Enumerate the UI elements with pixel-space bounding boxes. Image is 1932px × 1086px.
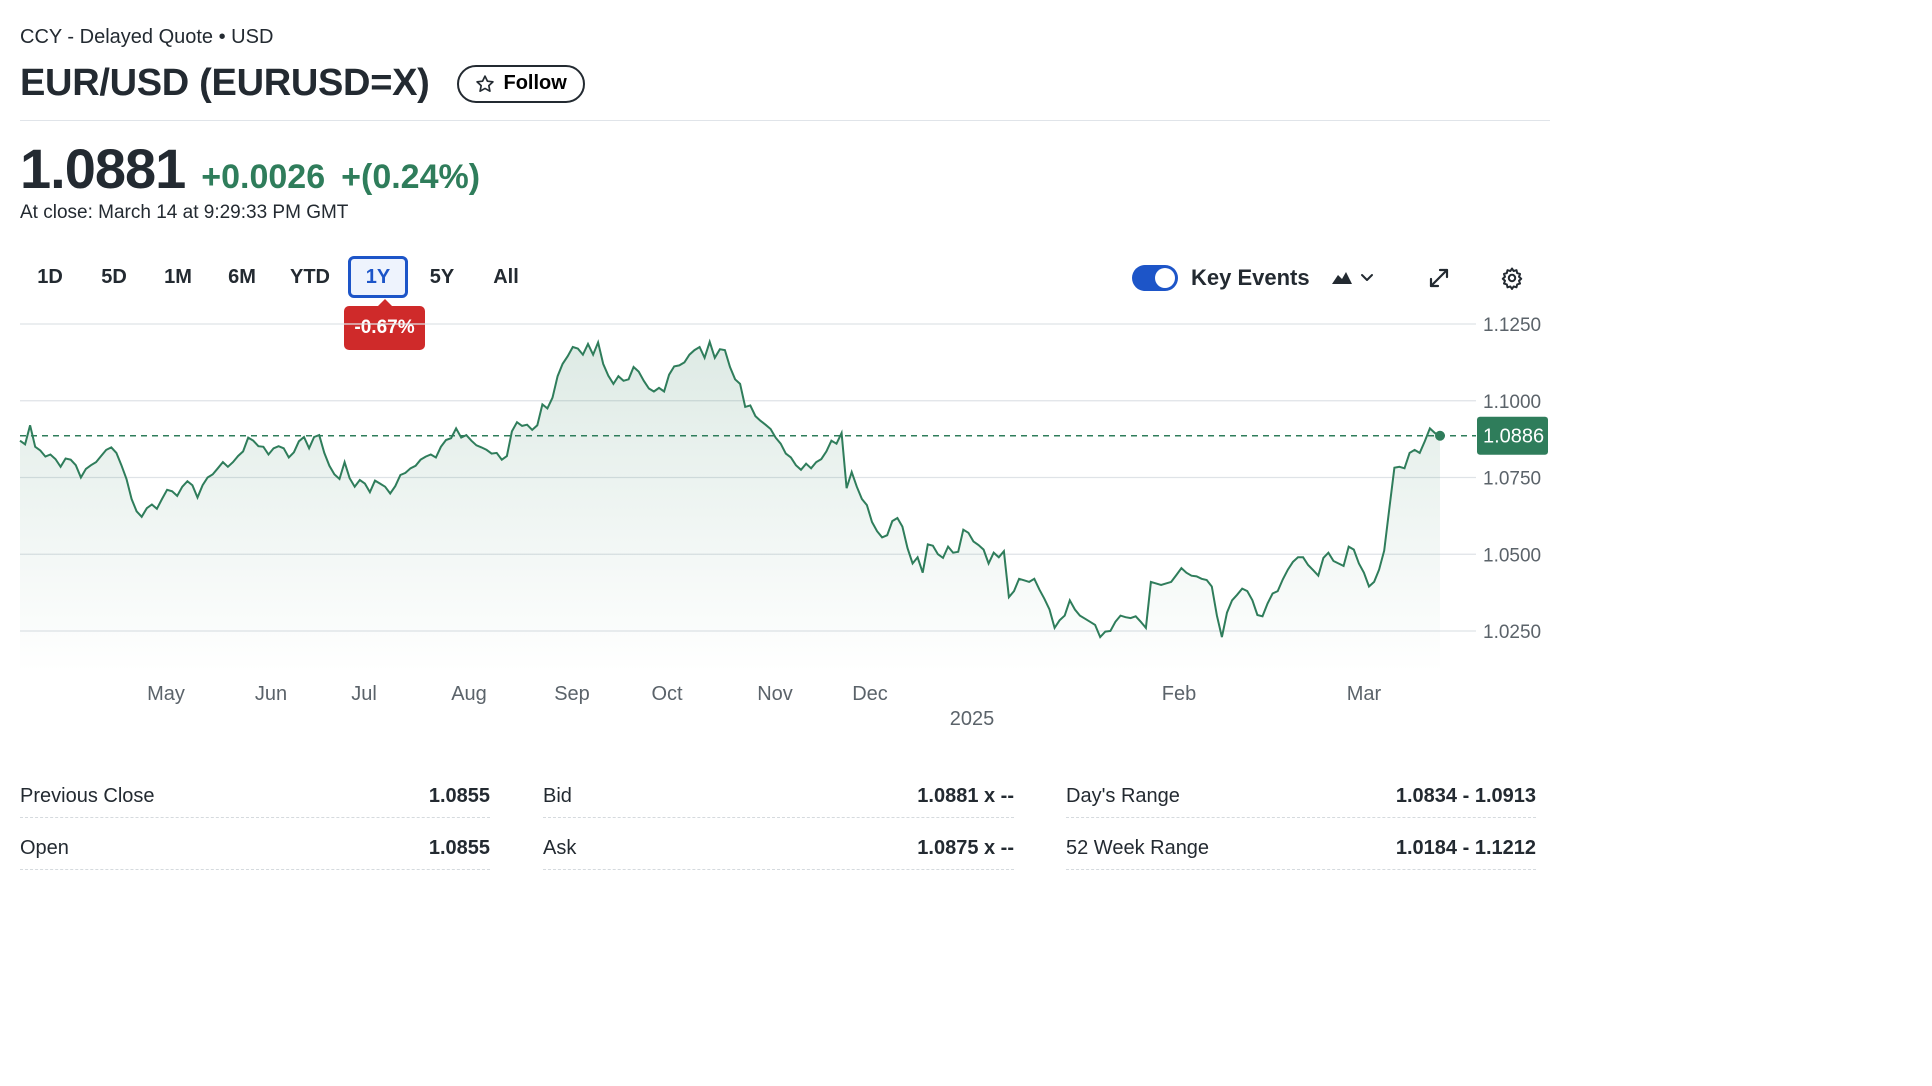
range-tab-1m[interactable]: 1M	[164, 265, 192, 288]
expand-chart-button[interactable]	[1424, 263, 1454, 293]
stat-value: 1.0855	[428, 785, 490, 807]
x-tick-label: Dec	[852, 683, 888, 705]
mountain-chart-icon	[1331, 272, 1352, 284]
y-tick-label: 1.0500	[1483, 545, 1541, 566]
price-chart[interactable]: 1.1250 1.1000 1.0750 1.0500 1.0250 May Jun Jul…	[0, 300, 1560, 740]
y-tick-label: 1.1250	[1483, 315, 1541, 336]
page-title: EUR/USD (EURUSD=X)	[20, 62, 430, 104]
x-year-label: 2025	[950, 708, 995, 730]
stat-row-open: Open 1.0855	[20, 828, 490, 870]
x-tick-label: Mar	[1347, 683, 1382, 705]
price-chart-svg: 1.1250 1.1000 1.0750 1.0500 1.0250 May Jun Jul…	[19, 315, 1548, 730]
price-change: +0.0026	[201, 158, 326, 196]
range-tabs: 1D 5D 1M 6M YTD 1Y 5Y All	[20, 256, 540, 298]
star-icon	[476, 74, 495, 92]
chart-controls: Key Events	[1132, 258, 1374, 298]
price-line	[19, 338, 1441, 639]
stat-row-bid: Bid 1.0881 x --	[543, 776, 1014, 818]
range-tab-6m[interactable]: 6M	[228, 265, 256, 288]
range-tab-1y[interactable]: 1Y	[348, 256, 408, 298]
y-tick-label: 1.1000	[1483, 392, 1541, 413]
last-price-label: 1.0886	[1477, 416, 1548, 455]
range-tab-1d[interactable]: 1D	[37, 265, 63, 288]
stat-label: Open	[20, 837, 69, 859]
close-time: At close: March 14 at 9:29:33 PM GMT	[20, 202, 349, 223]
price-row: 1.0881 +0.0026 +(0.24%)	[20, 136, 480, 201]
price-change-percent: +(0.24%)	[341, 158, 481, 196]
range-tab-5y[interactable]: 5Y	[429, 265, 455, 288]
chevron-down-icon	[1360, 274, 1373, 281]
stat-row-days-range: Day's Range 1.0834 - 1.0913	[1066, 776, 1536, 818]
stat-label: Ask	[543, 837, 577, 859]
x-tick-label: Oct	[651, 683, 683, 705]
range-performance-badge: -0.67%	[344, 299, 425, 350]
x-tick-label: May	[147, 683, 185, 705]
x-tick-label: Aug	[451, 683, 487, 705]
y-tick-label: 1.0250	[1483, 622, 1541, 643]
stat-row-previous-close: Previous Close 1.0855	[20, 776, 490, 818]
stat-value: 1.0855	[428, 837, 490, 859]
key-events-label: Key Events	[1191, 265, 1310, 290]
range-tab-all[interactable]: All	[493, 265, 519, 288]
chart-settings-button[interactable]	[1497, 263, 1527, 293]
last-price-dot	[1435, 430, 1445, 441]
stat-value: 1.0834 - 1.0913	[1395, 785, 1536, 807]
expand-icon	[1429, 268, 1449, 288]
stat-label: Day's Range	[1066, 785, 1180, 807]
chart-type-dropdown[interactable]	[1331, 271, 1374, 285]
last-price-label-text: 1.0886	[1483, 426, 1544, 448]
stat-label: 52 Week Range	[1066, 837, 1210, 859]
price-area-fill	[20, 341, 1440, 672]
x-tick-label: Jun	[255, 683, 287, 705]
y-tick-label: 1.0750	[1483, 469, 1541, 490]
x-tick-label: Sep	[554, 683, 590, 705]
stat-value: 1.0875 x --	[917, 837, 1014, 859]
gear-icon	[1501, 267, 1523, 290]
stat-value: 1.0881 x --	[917, 785, 1014, 807]
title-row: EUR/USD (EURUSD=X) Follow	[20, 62, 585, 105]
stat-label: Bid	[543, 785, 572, 807]
key-events-toggle[interactable]	[1132, 265, 1178, 291]
header-divider	[20, 120, 1550, 121]
stat-label: Previous Close	[20, 785, 155, 807]
follow-label: Follow	[503, 72, 567, 94]
current-price: 1.0881	[20, 137, 186, 200]
range-tab-5d[interactable]: 5D	[101, 265, 127, 288]
stat-row-ask: Ask 1.0875 x --	[543, 828, 1014, 870]
stat-value: 1.0184 - 1.1212	[1395, 837, 1536, 859]
range-tab-ytd[interactable]: YTD	[290, 265, 330, 288]
follow-button[interactable]: Follow	[457, 64, 585, 103]
x-tick-label: Jul	[351, 683, 377, 705]
x-tick-label: Feb	[1162, 683, 1196, 705]
stat-row-52-week-range: 52 Week Range 1.0184 - 1.1212	[1066, 828, 1536, 870]
x-tick-label: Nov	[757, 683, 793, 705]
exchange-line: CCY - Delayed Quote • USD	[20, 26, 274, 48]
